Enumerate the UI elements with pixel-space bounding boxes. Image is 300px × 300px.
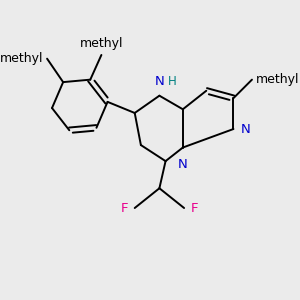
Text: N: N bbox=[154, 75, 164, 88]
Text: N: N bbox=[241, 122, 250, 136]
Text: N: N bbox=[178, 158, 188, 171]
Text: methyl: methyl bbox=[0, 52, 44, 65]
Text: methyl: methyl bbox=[80, 37, 123, 50]
Text: F: F bbox=[191, 202, 199, 214]
Text: H: H bbox=[168, 75, 177, 88]
Text: F: F bbox=[120, 202, 128, 214]
Text: methyl: methyl bbox=[256, 73, 299, 86]
